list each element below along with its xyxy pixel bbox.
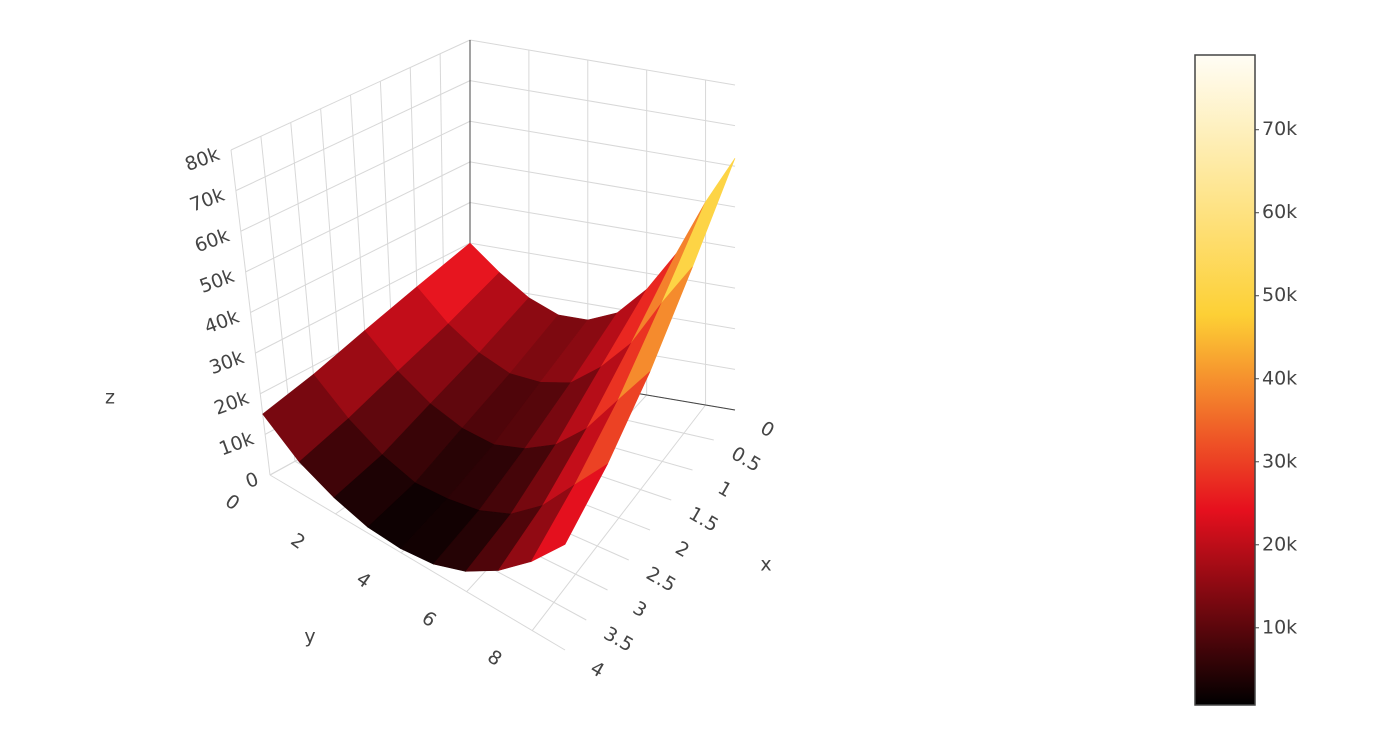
z-tick-label: 30k xyxy=(206,346,247,379)
y-axis-title: y xyxy=(304,626,315,648)
grid-line xyxy=(469,39,736,86)
grid-line xyxy=(255,242,471,354)
x-tick-label: 0.5 xyxy=(727,442,764,476)
y-tick-label: 0 xyxy=(221,490,244,515)
z-tick-label: 10k xyxy=(216,428,257,461)
surface xyxy=(262,157,736,572)
grid-line xyxy=(245,161,471,273)
z-tick-label: 60k xyxy=(192,224,233,257)
y-tick-label: 6 xyxy=(418,607,441,632)
grid-line xyxy=(469,80,736,127)
y-tick-label: 4 xyxy=(352,568,375,593)
colorbar-tick-label: 40k xyxy=(1262,367,1297,389)
y-tick-label: 8 xyxy=(483,646,506,671)
z-tick-label: 70k xyxy=(187,184,228,217)
x-tick-label: 1 xyxy=(714,477,735,502)
z-tick-label: 20k xyxy=(211,387,252,420)
colorbar-tick-label: 10k xyxy=(1262,616,1297,638)
colorbar-tick-label: 20k xyxy=(1262,533,1297,555)
grid-line xyxy=(531,404,706,631)
z-axis-title: z xyxy=(105,387,115,409)
grid-line xyxy=(240,120,471,232)
x-tick-label: 2.5 xyxy=(642,562,679,596)
grid-line xyxy=(235,80,471,192)
surface-patch xyxy=(661,157,736,304)
grid-line xyxy=(230,39,471,151)
x-tick-label: 1.5 xyxy=(685,502,722,536)
x-tick-label: 4 xyxy=(587,657,608,682)
x-tick-label: 2 xyxy=(672,537,693,562)
colorbar-tick-label: 50k xyxy=(1262,284,1297,306)
z-tick-label: 0 xyxy=(243,468,262,493)
colorbar xyxy=(1194,54,1256,706)
surface-patch xyxy=(530,463,609,563)
x-tick-label: 3.5 xyxy=(600,622,637,656)
x-tick-label: 0 xyxy=(757,417,778,442)
z-tick-label: 40k xyxy=(202,306,243,339)
colorbar-tick-label: 30k xyxy=(1262,450,1297,472)
y-tick-label: 2 xyxy=(287,529,310,554)
grid-line xyxy=(250,202,471,313)
z-tick-label: 80k xyxy=(182,143,223,176)
grid-line xyxy=(469,120,736,167)
x-axis-title: x xyxy=(760,554,771,576)
colorbar-tick-label: 60k xyxy=(1262,201,1297,223)
x-tick-label: 3 xyxy=(629,597,650,622)
grid-line xyxy=(469,242,736,289)
grid-line xyxy=(269,474,566,651)
grid-line xyxy=(469,161,736,208)
colorbar-tick-label: 70k xyxy=(1262,118,1297,140)
z-tick-label: 50k xyxy=(197,265,238,298)
